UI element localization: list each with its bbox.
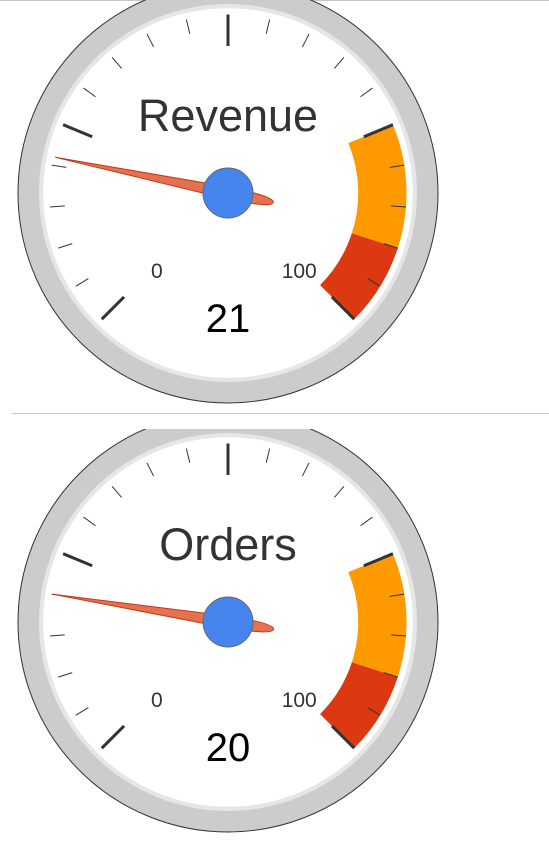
gauge-minor-tick [383,672,398,678]
gauge-major-tick [363,552,394,568]
gauge-minor-tick [367,278,381,287]
gauge-max-label: 100 [282,260,317,283]
gauge-minor-tick [146,33,155,48]
gauge-minor-tick [360,516,373,527]
gauge-minor-tick [50,205,65,208]
gauge-minor-tick [75,707,89,716]
gauge-band-red [320,662,398,749]
gauge-hub [202,596,254,648]
gauge-minor-tick [51,164,67,168]
gauge-minor-tick [50,634,65,637]
revenue-gauge: Revenue 0 100 21 [17,0,439,404]
gauge-max-label: 100 [282,689,317,712]
gauge-hub [202,167,254,219]
gauge-minor-tick [111,56,123,69]
gauge-divider [12,413,549,414]
gauge-minor-tick [265,19,271,34]
gauge-minor-tick [301,33,310,48]
gauge-major-tick [62,552,93,568]
gauge-min-label: 0 [151,260,163,283]
gauge-minor-tick [58,243,73,249]
gauge-band-red [320,233,398,320]
gauge-minor-tick [185,19,191,34]
gauge-bands [320,553,407,749]
gauge-band-yellow [348,553,407,678]
gauge-minor-tick [391,634,406,637]
gauge-minor-tick [301,462,310,477]
gauge-minor-tick [333,56,345,69]
gauge-label: Revenue [138,90,318,141]
gauge-minor-tick [146,462,155,477]
gauge-ticks [50,14,406,321]
gauge-minor-tick [389,593,405,597]
gauge-min-label: 0 [151,689,163,712]
gauge-major-tick [363,123,394,139]
orders-gauge-panel: Orders 0 100 20 [0,429,549,849]
gauge-major-tick [62,123,93,139]
gauge-band-yellow [348,124,407,249]
gauge-minor-tick [389,164,405,168]
gauge-minor-tick [383,243,398,249]
gauge-value: 21 [206,297,251,341]
gauge-minor-tick [111,485,123,498]
gauge-major-tick [330,724,356,750]
gauge-minor-tick [83,516,96,527]
gauge-minor-tick [360,87,373,98]
gauge-major-tick [100,295,126,321]
gauge-minor-tick [367,707,381,716]
gauge-major-tick [330,295,356,321]
gauge-minor-tick [391,205,406,208]
gauge-minor-tick [333,485,345,498]
gauge-major-tick [100,724,126,750]
revenue-gauge-panel: Revenue 0 100 21 [0,0,549,420]
gauge-minor-tick [75,278,89,287]
gauge-minor-tick [58,672,73,678]
gauge-minor-tick [185,448,191,463]
gauge-label: Orders [159,519,297,570]
gauge-minor-tick [265,448,271,463]
gauge-value: 20 [206,726,251,770]
orders-gauge: Orders 0 100 20 [17,429,439,833]
gauge-bands [320,124,407,320]
gauge-minor-tick [83,87,96,98]
